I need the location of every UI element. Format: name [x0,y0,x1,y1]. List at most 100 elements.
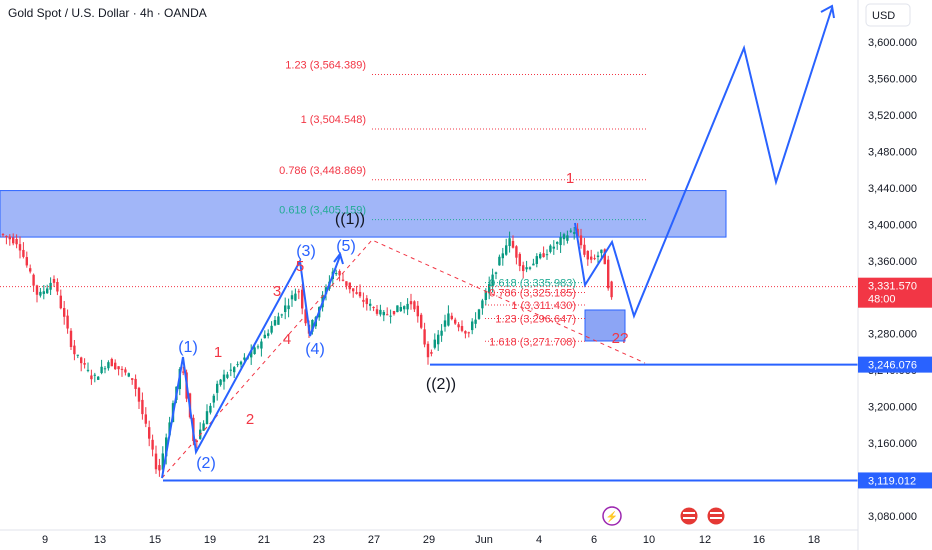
candle-body [182,371,185,373]
wave-label-red: 1 [214,344,222,361]
candle-body [103,368,107,370]
candle-body [73,345,76,355]
candle-body [396,305,399,313]
candle-body [83,363,86,365]
candle-body [392,311,396,315]
candle-body [80,357,83,364]
candle-body [511,240,515,248]
candle-body [355,292,358,294]
candle-body [437,334,440,345]
candle-body [389,315,392,317]
candle-body [137,387,141,402]
fib-upper-label: 0.618 (3,405.159) [279,205,366,217]
y-tick-label: 3,400.000 [868,219,917,231]
candle-body [124,369,127,373]
x-tick-label: Jun [475,534,493,546]
x-tick-label: 16 [753,534,765,546]
wave-label-blue: (4) [305,341,325,358]
level-badge-label: 3,119.012 [868,475,916,487]
candle-body [22,249,25,257]
wave-label-blue: (3) [296,243,316,260]
candle-body [212,395,215,403]
candle-body [590,256,593,260]
candle-body [525,267,528,270]
fib-lower-label: 0.786 (3,325.185) [489,288,576,300]
candle-body [443,320,447,327]
target-box [584,309,626,342]
candle-body [158,465,161,471]
candle-body [301,289,304,309]
candle-body [90,375,93,380]
x-tick-label: 12 [699,534,711,546]
fib-upper-label: 1.23 (3,564.389) [285,59,366,71]
wave-label-red: 4 [283,331,291,348]
candle-body [287,305,290,310]
candle-body [69,330,73,348]
candle-body [120,368,124,370]
candle-body [450,315,453,320]
x-tick-label: 13 [94,534,106,546]
candle-body [256,346,260,348]
candle-body [369,303,372,306]
candle-body [267,333,270,336]
candle-body [141,399,144,415]
candle-body [284,305,287,313]
candle-body [46,288,49,294]
candle-body [131,378,134,380]
fib-upper-label: 1 (3,504.548) [301,114,366,126]
candle-body [583,244,586,255]
candle-body [8,236,11,240]
candle-body [86,369,90,371]
fib-upper-label: 0.786 (3,448.869) [279,165,366,177]
y-tick-label: 3,360.000 [868,256,917,268]
candle-body [406,303,409,310]
candle-body [233,367,236,373]
wave-label-blue: (2) [196,455,216,472]
candle-body [573,232,576,234]
y-tick-label: 3,200.000 [868,402,917,414]
resistance-zone [0,190,727,238]
candle-body [76,354,79,356]
candle-body [528,267,532,269]
candle-body [416,305,419,317]
candle-body [12,237,15,244]
us-flag-icon [679,506,699,526]
candle-body [542,253,545,258]
wave-label-red: 5 [296,258,304,275]
candle-body [100,366,103,374]
x-tick-label: 15 [149,534,161,546]
candle-body [535,256,538,264]
candle-body [576,228,579,237]
candle-body [243,357,246,360]
chart-title: Gold Spot / U.S. Dollar · 4h · OANDA [8,6,207,20]
candle-body [494,272,498,274]
candle-body [569,230,572,232]
candle-body [18,244,22,251]
candle-body [399,307,402,312]
y-tick-label: 3,440.000 [868,183,917,195]
x-tick-label: 19 [204,534,216,546]
wave5-arrowhead [333,251,344,265]
candle-body [294,293,297,301]
candle-body [464,331,467,334]
candle-body [52,278,56,283]
candle-body [277,316,280,325]
candle-body [481,300,484,309]
x-tick-label: 10 [643,534,655,546]
candle-body [372,307,375,309]
candle-body [35,285,39,295]
lines-layer [0,239,858,482]
candle-body [5,235,8,238]
waves-layer [161,4,835,479]
candle-body [63,308,66,317]
candle-body [250,350,253,358]
level-badge [858,472,932,489]
candle-body [409,301,413,305]
level-badge-label: 3,246.076 [868,360,917,372]
candle-body [114,362,117,370]
wave-projection [574,7,833,320]
fib-lower-label: 1.23 (3,296.647) [495,314,576,326]
candle-body [229,369,232,371]
